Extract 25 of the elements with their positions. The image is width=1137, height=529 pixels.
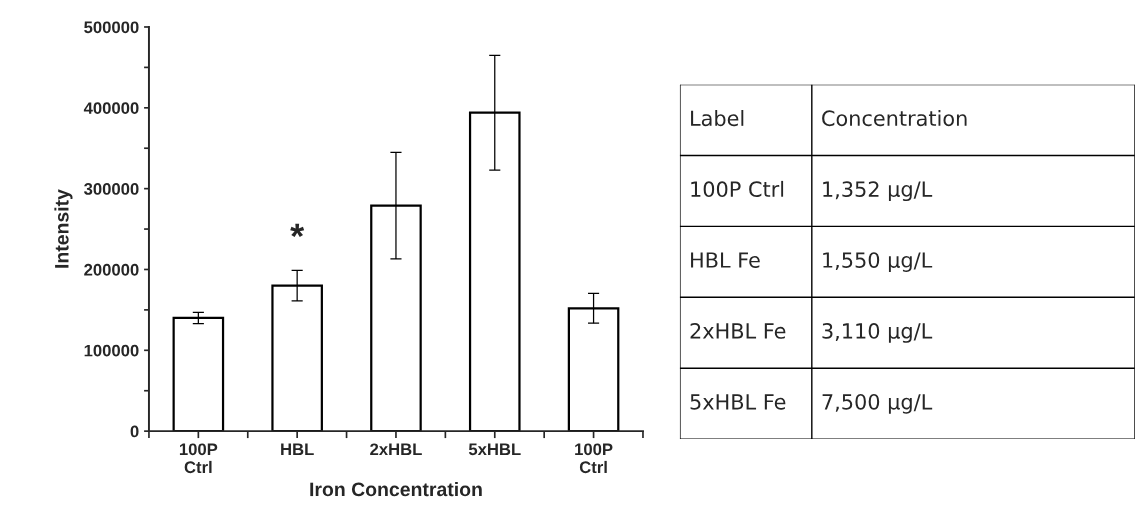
text: 5xHBL Fe [690,394,786,410]
y-tick-label: 100000 [84,344,139,357]
y-axis-title: Intensity [54,189,73,268]
x-tick-label: 100P Ctrl [179,443,218,474]
text: 1,352 µg/L [823,181,933,202]
text: Concentration [822,110,967,127]
x-tick-label: 2xHBL [370,443,422,456]
bar [172,316,225,432]
text: HBL Fe [691,252,760,268]
x-tick-label: 5xHBL [468,443,521,456]
text: 100P Ctrl [691,180,784,198]
text: Label [691,110,744,127]
annotation: * [290,223,305,238]
x-axis-title: Iron Concentration [310,481,482,497]
text: 3,110 µg/L [822,323,933,343]
text: 7,500 µg/L [822,393,933,414]
text: 2xHBL Fe [690,323,786,339]
text: 1,550 µg/L [823,252,933,272]
y-tick-label: 500000 [84,21,139,34]
y-tick-label: 200000 [84,263,139,276]
y-tick-label: 400000 [83,102,139,115]
x-tick-label: 100P Ctrl [575,443,613,474]
x-tick-label: HBL [281,443,314,456]
y-tick-label: 300000 [84,183,139,195]
y-tick-label: 0 [130,425,139,438]
